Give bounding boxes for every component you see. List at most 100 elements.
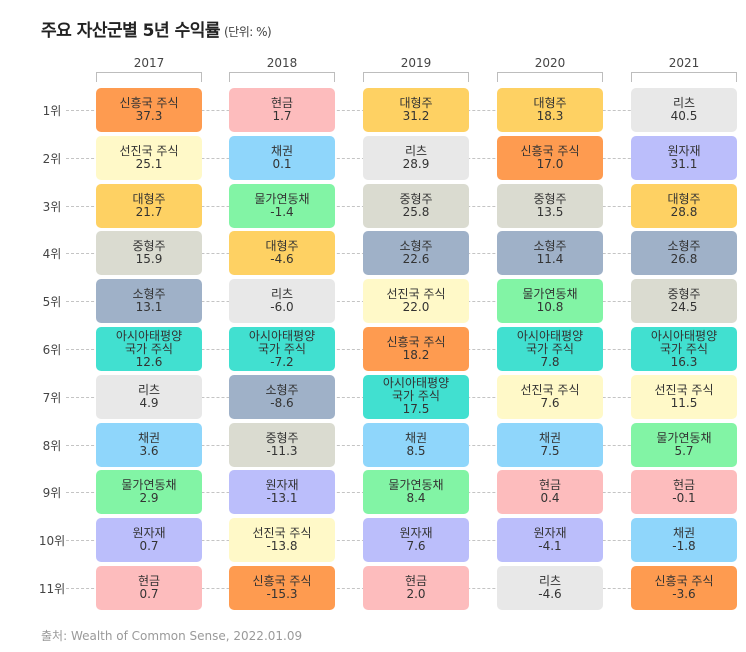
return-value: -3.6 — [672, 587, 696, 601]
rank-label: 2위 — [42, 151, 62, 166]
asset-return-cell: 채권 0.1 — [229, 135, 335, 180]
asset-name: 선진국 주식 — [520, 382, 580, 397]
asset-name: 선진국 주식 — [386, 287, 446, 302]
asset-return-cell: 채권 3.6 — [96, 422, 202, 467]
asset-return-cell: 중형주 15.9 — [96, 231, 202, 276]
return-value: 26.8 — [670, 252, 698, 267]
asset-return-cell: 소형주 26.8 — [631, 231, 737, 276]
chart-title: 주요 자산군별 5년 수익률 (단위: %) — [41, 16, 272, 41]
asset-name: 원자재 — [533, 526, 567, 541]
asset-name: 아시아태평양 국가 주식 — [650, 328, 718, 356]
return-value: -8.6 — [270, 395, 294, 410]
year-bracket — [631, 72, 737, 82]
asset-name: 원자재 — [399, 526, 433, 541]
asset-name: 채권 — [404, 430, 428, 445]
return-value: 12.6 — [135, 354, 163, 369]
asset-return-cell: 현금 -0.1 — [631, 470, 737, 515]
asset-return-cell: 현금 0.7 — [96, 566, 202, 610]
asset-name: 대형주 — [667, 191, 701, 206]
asset-name: 물가연동채 — [121, 478, 177, 493]
year-header: 2019 — [400, 56, 432, 70]
asset-return-cell: 대형주 18.3 — [497, 88, 603, 132]
asset-name: 대형주 — [533, 96, 567, 110]
return-value: 25.8 — [402, 204, 430, 219]
year-bracket — [363, 72, 469, 82]
asset-return-cell: 대형주 31.2 — [363, 88, 469, 132]
asset-return-cell: 선진국 주식 22.0 — [363, 279, 469, 324]
return-value: 31.2 — [402, 109, 430, 123]
asset-return-cell: 리츠 -6.0 — [229, 279, 335, 324]
return-value: 1.7 — [272, 109, 292, 123]
asset-name: 현금 — [672, 478, 696, 493]
chart-title-text: 주요 자산군별 5년 수익률 — [41, 21, 220, 41]
return-value: 7.6 — [406, 539, 426, 554]
return-value: 7.6 — [540, 395, 560, 410]
rank-label: 6위 — [42, 343, 62, 357]
year-bracket — [96, 72, 202, 82]
asset-name: 아시아태평양 국가 주식 — [382, 376, 450, 404]
return-value: 37.3 — [135, 109, 163, 123]
asset-return-cell: 원자재 7.6 — [363, 518, 469, 563]
return-value: 18.2 — [402, 348, 430, 362]
asset-return-cell: 현금 0.4 — [497, 470, 603, 515]
return-value: 3.6 — [139, 443, 159, 458]
return-value: -4.6 — [538, 587, 562, 601]
asset-name: 현금 — [270, 96, 294, 110]
asset-return-cell: 아시아태평양 국가 주식 16.3 — [631, 327, 737, 371]
asset-return-cell: 신흥국 주식 37.3 — [96, 88, 202, 132]
asset-return-cell: 원자재 -4.1 — [497, 518, 603, 563]
return-value: 8.5 — [406, 443, 426, 458]
asset-return-cell: 중형주 24.5 — [631, 279, 737, 324]
asset-return-cell: 리츠 28.9 — [363, 135, 469, 180]
asset-return-cell: 신흥국 주식 18.2 — [363, 327, 469, 371]
asset-name: 선진국 주식 — [119, 143, 179, 158]
return-value: 4.9 — [139, 395, 159, 410]
return-value: 18.3 — [536, 109, 564, 123]
return-value: -7.2 — [270, 354, 294, 369]
asset-return-cell: 대형주 28.8 — [631, 183, 737, 228]
asset-name: 아시아태평양 국가 주식 — [516, 328, 584, 356]
asset-name: 신흥국 주식 — [520, 143, 580, 158]
asset-name: 아시아태평양 국가 주식 — [115, 328, 183, 356]
asset-return-cell: 선진국 주식 7.6 — [497, 374, 603, 419]
return-value: -11.3 — [266, 443, 298, 458]
asset-name: 리츠 — [270, 287, 294, 302]
return-value: -1.4 — [270, 204, 294, 219]
asset-name: 중형주 — [667, 287, 701, 302]
asset-return-cell: 신흥국 주식 -3.6 — [631, 566, 737, 610]
asset-name: 중형주 — [399, 191, 433, 206]
asset-name: 중형주 — [265, 430, 299, 445]
asset-return-cell: 소형주 -8.6 — [229, 374, 335, 419]
asset-return-cell: 아시아태평양 국가 주식 -7.2 — [229, 327, 335, 371]
return-value: 22.6 — [402, 252, 430, 267]
asset-name: 채권 — [270, 143, 294, 158]
asset-return-cell: 중형주 13.5 — [497, 183, 603, 228]
return-value: 2.9 — [139, 491, 159, 506]
asset-return-cell: 소형주 22.6 — [363, 231, 469, 276]
rank-label: 1위 — [42, 104, 62, 118]
return-value: 28.9 — [402, 156, 430, 171]
asset-name: 채권 — [538, 430, 562, 445]
return-value: -13.1 — [266, 491, 298, 506]
asset-return-cell: 채권 8.5 — [363, 422, 469, 467]
return-value: 0.7 — [139, 539, 159, 554]
asset-name: 물가연동채 — [522, 287, 578, 302]
rank-label: 9위 — [42, 486, 62, 501]
return-value: 15.9 — [135, 252, 163, 267]
asset-name: 소형주 — [533, 239, 567, 254]
asset-name: 신흥국 주식 — [119, 96, 179, 110]
asset-return-cell: 물가연동채 8.4 — [363, 470, 469, 515]
return-value: 17.5 — [402, 402, 430, 417]
asset-name: 리츠 — [672, 96, 696, 110]
asset-return-cell: 신흥국 주식 17.0 — [497, 135, 603, 180]
asset-name: 대형주 — [399, 96, 433, 110]
return-value: 40.5 — [670, 109, 698, 123]
asset-name: 현금 — [538, 478, 562, 493]
year-bracket — [229, 72, 335, 82]
asset-name: 아시아태평양 국가 주식 — [248, 328, 316, 356]
return-value: 8.4 — [406, 491, 426, 506]
asset-return-cell: 리츠 40.5 — [631, 88, 737, 132]
year-header: 2021 — [668, 56, 700, 70]
asset-return-cell: 대형주 -4.6 — [229, 231, 335, 276]
return-value: 16.3 — [670, 354, 698, 369]
